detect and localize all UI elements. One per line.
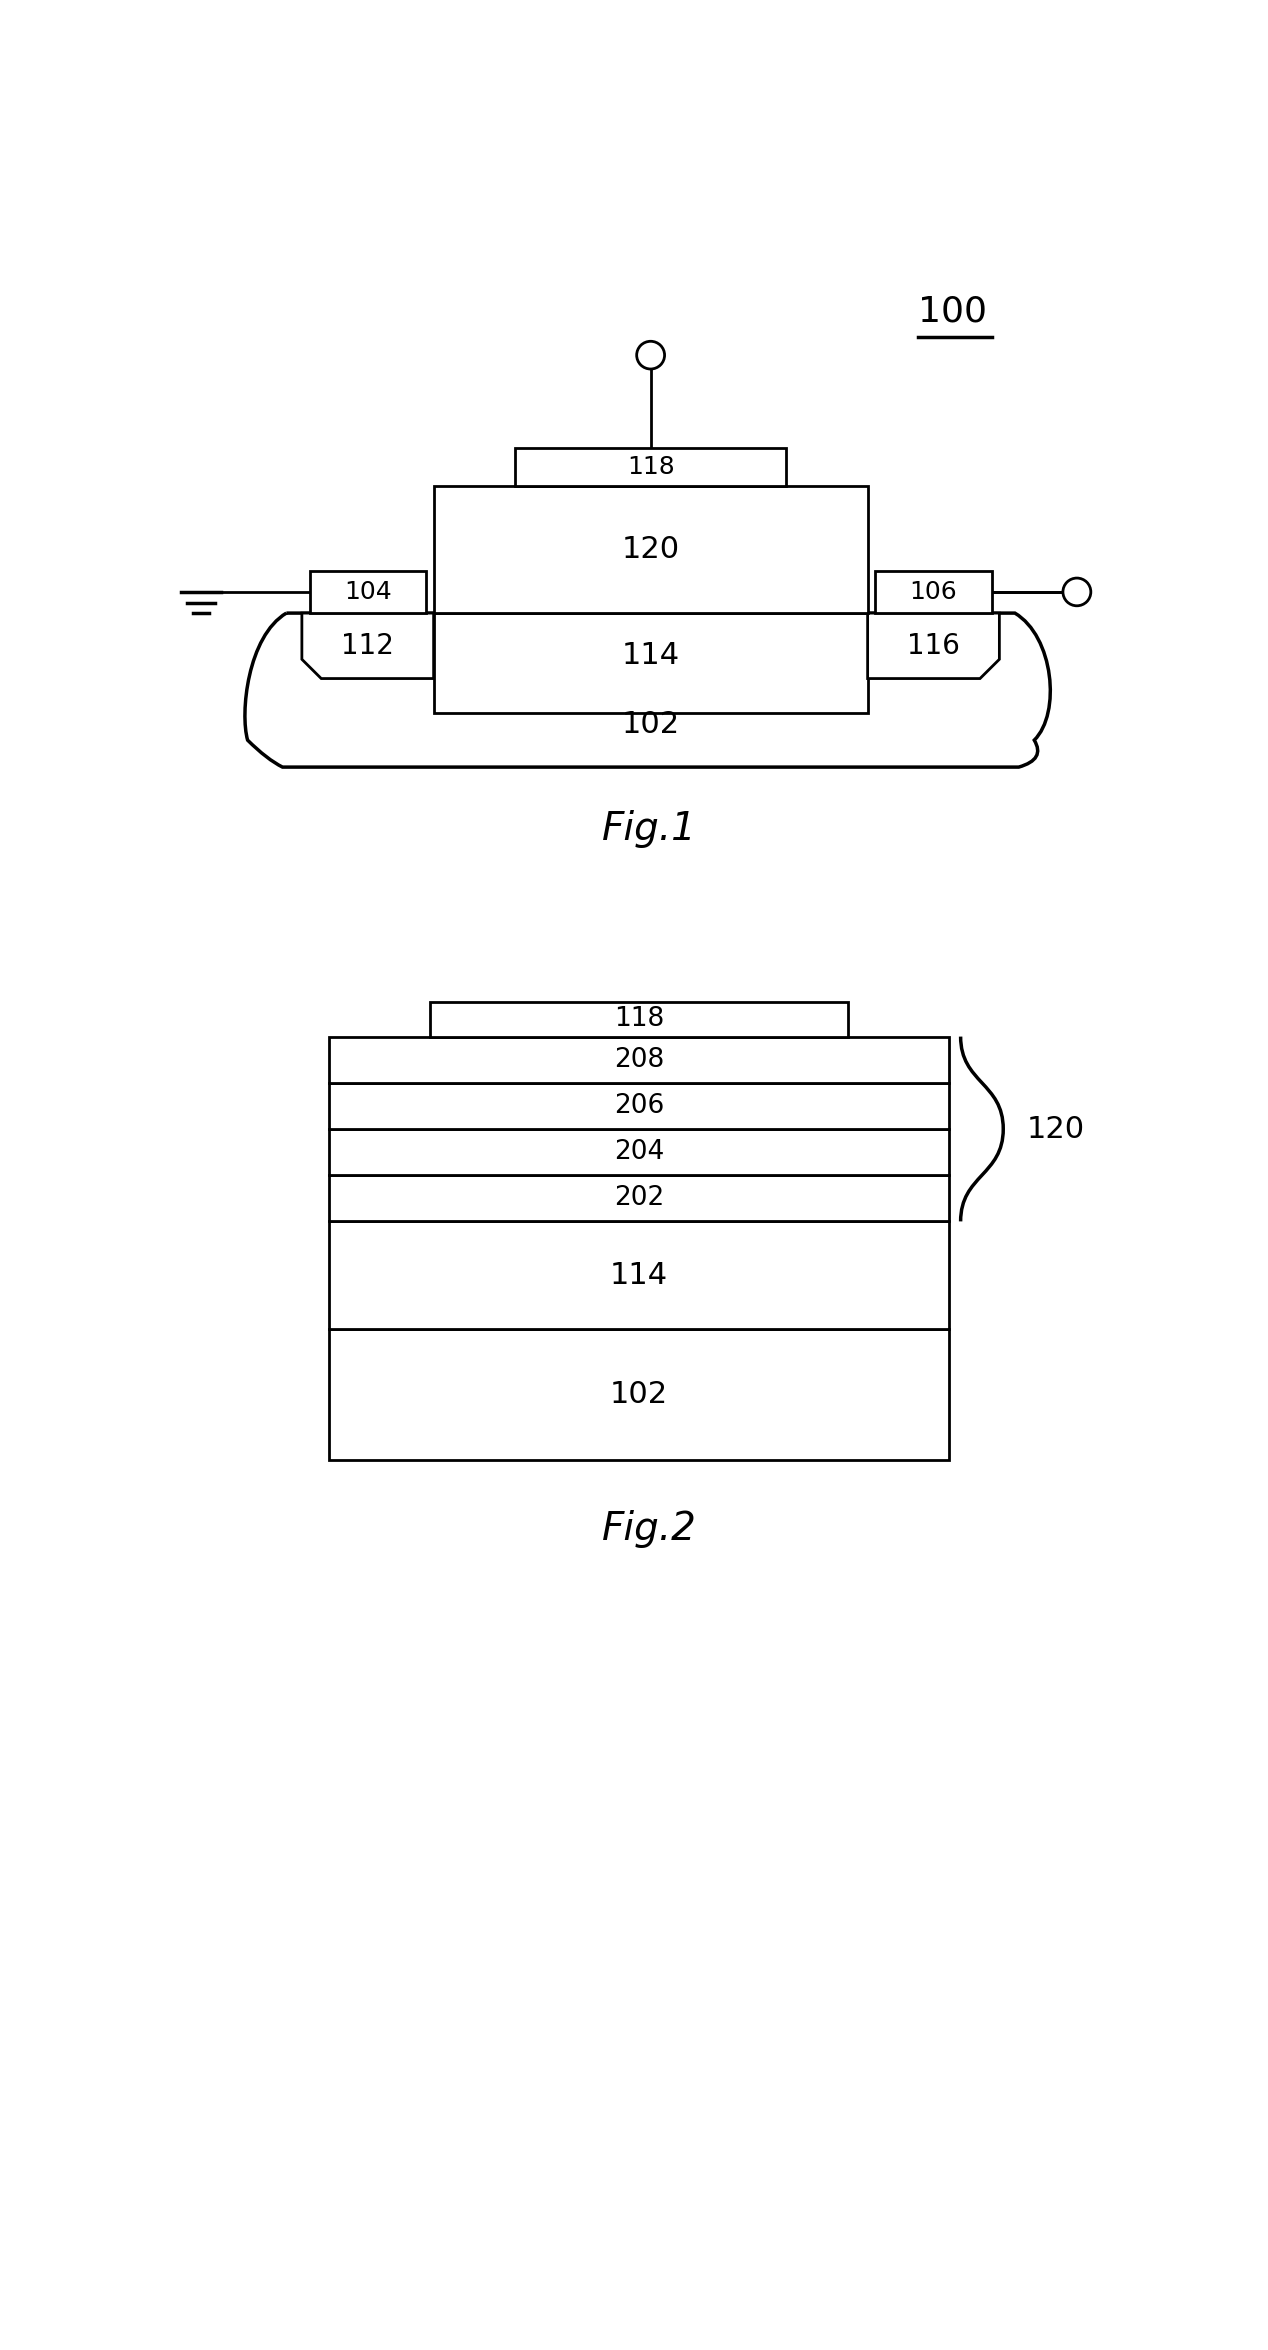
Text: 206: 206 <box>614 1093 664 1119</box>
Bar <box>328 1036 948 1083</box>
Text: 208: 208 <box>614 1046 664 1072</box>
Text: 116: 116 <box>907 632 960 660</box>
Text: Fig.1: Fig.1 <box>602 811 697 848</box>
Text: 106: 106 <box>909 580 957 604</box>
PathPatch shape <box>245 613 1050 766</box>
Text: 118: 118 <box>614 1006 664 1032</box>
Bar <box>328 1222 948 1330</box>
Circle shape <box>637 341 664 369</box>
Text: 120: 120 <box>1027 1114 1084 1144</box>
Text: 202: 202 <box>614 1184 664 1210</box>
Text: 102: 102 <box>610 1379 668 1410</box>
Bar <box>328 1175 948 1222</box>
Circle shape <box>1063 578 1090 606</box>
Bar <box>430 1001 848 1036</box>
Polygon shape <box>867 613 999 679</box>
Text: Fig.2: Fig.2 <box>602 1511 697 1549</box>
Bar <box>875 571 992 613</box>
Polygon shape <box>434 613 867 712</box>
Text: 102: 102 <box>621 710 680 740</box>
Bar <box>328 1330 948 1459</box>
Text: 114: 114 <box>621 642 680 670</box>
Bar <box>328 1083 948 1128</box>
Bar <box>309 571 426 613</box>
Text: 120: 120 <box>621 536 680 564</box>
Text: 112: 112 <box>341 632 394 660</box>
Text: 118: 118 <box>626 456 675 479</box>
Text: 204: 204 <box>614 1140 664 1166</box>
Polygon shape <box>302 613 434 679</box>
Bar <box>328 1128 948 1175</box>
Bar <box>515 446 786 486</box>
Text: 100: 100 <box>918 294 987 329</box>
Bar <box>434 486 867 613</box>
Text: 104: 104 <box>344 580 392 604</box>
Text: 114: 114 <box>610 1262 668 1290</box>
